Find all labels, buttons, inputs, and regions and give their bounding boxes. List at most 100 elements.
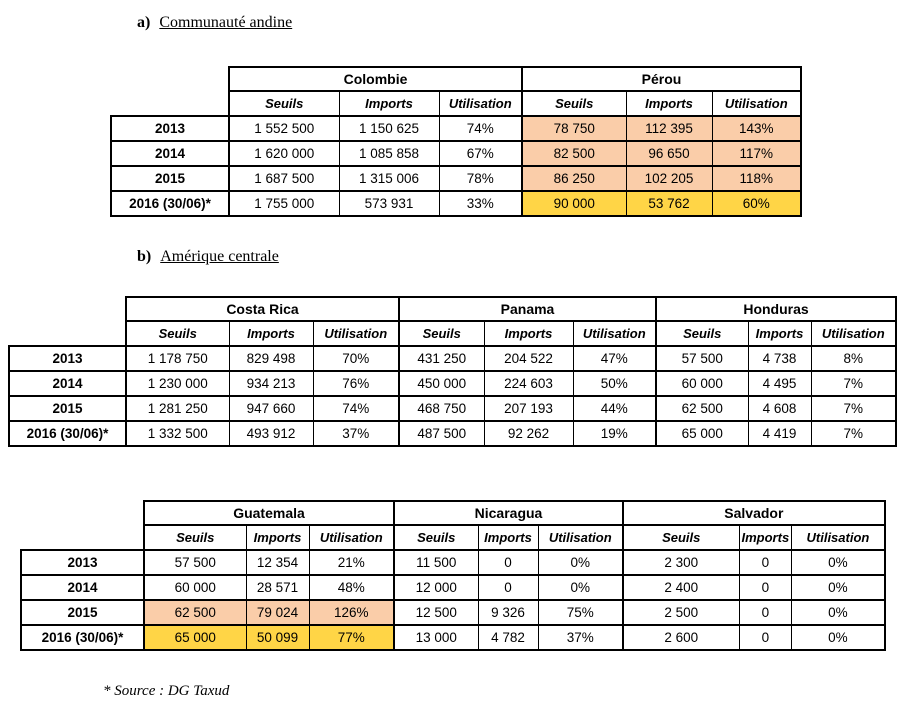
cell: 0% — [791, 624, 886, 651]
cell: 126% — [308, 599, 395, 626]
cell: 79 024 — [245, 599, 310, 626]
section-b-title: b) Amérique centrale — [137, 248, 279, 266]
cell: 487 500 — [398, 420, 485, 447]
column-header-utilisation: Utilisation — [572, 320, 657, 347]
column-header-seuils: Seuils — [125, 320, 230, 347]
cell: 76% — [312, 370, 400, 397]
cell: 74% — [312, 395, 400, 422]
column-header-utilisation: Utilisation — [711, 90, 802, 117]
cell: 7% — [810, 370, 897, 397]
country-header-p-rou: Pérou — [521, 66, 802, 92]
cell: 65 000 — [143, 624, 247, 651]
cell: 60% — [711, 190, 802, 217]
cell: 1 755 000 — [228, 190, 340, 217]
column-header-utilisation: Utilisation — [438, 90, 523, 117]
cell: 47% — [572, 345, 657, 372]
row-year-label: 2015 — [20, 599, 145, 626]
section-a-title: a) Communauté andine — [137, 14, 292, 32]
section-a-name: Communauté andine — [159, 14, 293, 31]
column-header-imports: Imports — [228, 320, 314, 347]
column-header-seuils: Seuils — [398, 320, 485, 347]
cell: 947 660 — [228, 395, 314, 422]
cell: 0 — [738, 599, 793, 626]
row-year-label: 2015 — [8, 395, 127, 422]
cell: 48% — [308, 574, 395, 601]
column-header-utilisation: Utilisation — [312, 320, 400, 347]
cell: 86 250 — [521, 165, 627, 192]
cell: 1 150 625 — [338, 115, 440, 142]
cell: 33% — [438, 190, 523, 217]
row-year-label: 2014 — [20, 574, 145, 601]
cell: 65 000 — [655, 420, 749, 447]
cell: 207 193 — [483, 395, 574, 422]
cell: 67% — [438, 140, 523, 167]
cell: 37% — [537, 624, 624, 651]
cell: 12 500 — [393, 599, 479, 626]
cell: 57 500 — [143, 549, 247, 576]
column-header-utilisation: Utilisation — [308, 524, 395, 551]
column-header-imports: Imports — [338, 90, 440, 117]
country-header-honduras: Honduras — [655, 296, 897, 322]
column-header-utilisation: Utilisation — [537, 524, 624, 551]
country-header-costa-rica: Costa Rica — [125, 296, 400, 322]
corner-spacer — [9, 297, 126, 346]
column-header-imports: Imports — [747, 320, 812, 347]
country-header-salvador: Salvador — [622, 500, 886, 526]
cell: 468 750 — [398, 395, 485, 422]
cell: 90 000 — [521, 190, 627, 217]
cell: 75% — [537, 599, 624, 626]
cell: 21% — [308, 549, 395, 576]
column-header-seuils: Seuils — [143, 524, 247, 551]
cell: 4 782 — [477, 624, 539, 651]
cell: 4 419 — [747, 420, 812, 447]
column-header-seuils: Seuils — [622, 524, 740, 551]
cell: 57 500 — [655, 345, 749, 372]
cell: 78% — [438, 165, 523, 192]
cell: 0 — [738, 624, 793, 651]
column-header-imports: Imports — [483, 320, 574, 347]
cell: 60 000 — [655, 370, 749, 397]
table-communaute-andine: Colombie Pérou Seuils Imports Utilisation Seu… — [110, 66, 802, 217]
cell: 118% — [711, 165, 802, 192]
cell: 0% — [791, 599, 886, 626]
cell: 0 — [738, 574, 793, 601]
column-header-utilisation: Utilisation — [810, 320, 897, 347]
cell: 1 620 000 — [228, 140, 340, 167]
cell: 78 750 — [521, 115, 627, 142]
column-header-imports: Imports — [245, 524, 310, 551]
cell: 0% — [537, 574, 624, 601]
column-header-seuils: Seuils — [228, 90, 340, 117]
row-year-label: 2013 — [110, 115, 230, 142]
cell: 4 495 — [747, 370, 812, 397]
cell: 96 650 — [625, 140, 713, 167]
cell: 2 500 — [622, 599, 740, 626]
cell: 1 332 500 — [125, 420, 230, 447]
cell: 431 250 — [398, 345, 485, 372]
table-amerique-centrale-1: Costa Rica Panama Honduras Seuils Imports Uti… — [8, 296, 897, 447]
cell: 12 000 — [393, 574, 479, 601]
row-year-label: 2016 (30/06)* — [110, 190, 230, 217]
row-year-label: 2016 (30/06)* — [20, 624, 145, 651]
cell: 493 912 — [228, 420, 314, 447]
cell: 1 230 000 — [125, 370, 230, 397]
cell: 1 281 250 — [125, 395, 230, 422]
cell: 1 687 500 — [228, 165, 340, 192]
cell: 92 262 — [483, 420, 574, 447]
row-year-label: 2013 — [8, 345, 127, 372]
row-year-label: 2014 — [8, 370, 127, 397]
cell: 9 326 — [477, 599, 539, 626]
cell: 8% — [810, 345, 897, 372]
cell: 0 — [477, 549, 539, 576]
cell: 0% — [791, 574, 886, 601]
cell: 50% — [572, 370, 657, 397]
country-header-panama: Panama — [398, 296, 657, 322]
cell: 4 738 — [747, 345, 812, 372]
cell: 70% — [312, 345, 400, 372]
cell: 7% — [810, 420, 897, 447]
cell: 77% — [308, 624, 395, 651]
cell: 19% — [572, 420, 657, 447]
cell: 829 498 — [228, 345, 314, 372]
cell: 11 500 — [393, 549, 479, 576]
country-header-guatemala: Guatemala — [143, 500, 395, 526]
